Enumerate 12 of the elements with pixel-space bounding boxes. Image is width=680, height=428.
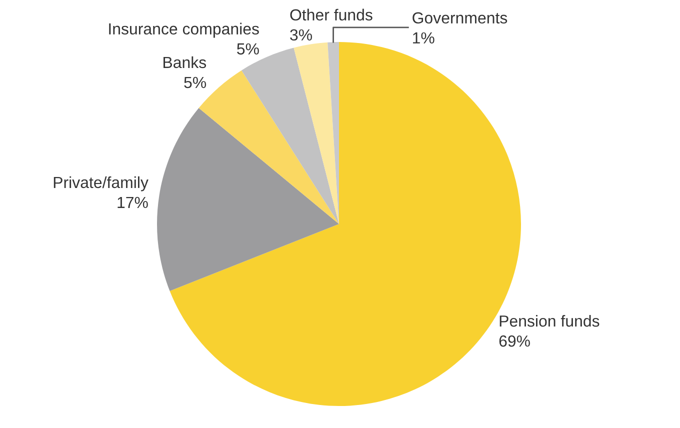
- slice-label: Banks: [164, 56, 206, 68]
- data-label: 3%: [290, 29, 312, 41]
- slice-label: Pension funds: [500, 314, 600, 327]
- data-label: 69%: [499, 335, 530, 347]
- slice-label: Private/family: [54, 176, 148, 192]
- slice-label: Insurance companies: [109, 22, 259, 38]
- slice-label: Governments: [412, 12, 508, 24]
- data-label: 5%: [237, 43, 259, 55]
- data-label: 17%: [118, 196, 148, 208]
- slice-label: Other funds: [290, 8, 372, 21]
- data-label: 5%: [184, 76, 206, 88]
- data-label: 1%: [413, 32, 434, 44]
